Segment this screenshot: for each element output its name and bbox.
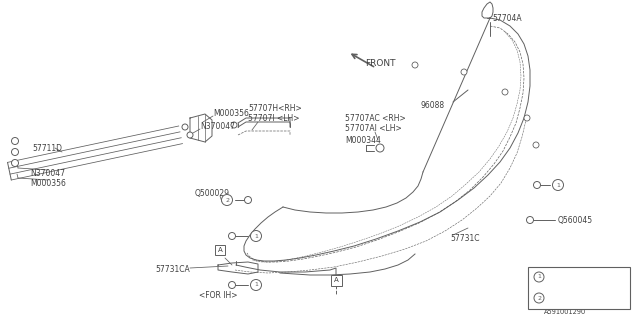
- Text: Q560045: Q560045: [558, 215, 593, 225]
- Text: Q500029: Q500029: [195, 188, 230, 197]
- Circle shape: [221, 195, 232, 205]
- Circle shape: [250, 279, 262, 291]
- Text: 1: 1: [537, 275, 541, 279]
- Circle shape: [244, 196, 252, 204]
- Circle shape: [527, 217, 534, 223]
- Text: 57731CA: 57731CA: [155, 266, 189, 275]
- Text: 1: 1: [254, 234, 258, 238]
- Text: 2: 2: [225, 197, 229, 203]
- Circle shape: [552, 180, 563, 190]
- Text: 57711D: 57711D: [32, 143, 62, 153]
- Circle shape: [412, 62, 418, 68]
- Text: 57707AC <RH>: 57707AC <RH>: [345, 114, 406, 123]
- Circle shape: [461, 69, 467, 75]
- Circle shape: [250, 230, 262, 242]
- Bar: [215, 245, 225, 255]
- Text: 1: 1: [254, 283, 258, 287]
- Circle shape: [534, 293, 544, 303]
- Text: 57707H<RH>: 57707H<RH>: [248, 103, 301, 113]
- Circle shape: [182, 124, 188, 130]
- Text: <FOR IH>: <FOR IH>: [199, 292, 237, 300]
- Text: FRONT: FRONT: [365, 59, 396, 68]
- Text: 1: 1: [556, 182, 560, 188]
- Circle shape: [12, 148, 19, 156]
- Circle shape: [231, 122, 237, 128]
- Circle shape: [12, 138, 19, 145]
- Text: A: A: [218, 247, 222, 253]
- Circle shape: [376, 144, 384, 152]
- Circle shape: [533, 142, 539, 148]
- Circle shape: [502, 89, 508, 95]
- Text: 57704A: 57704A: [492, 13, 522, 22]
- Text: W140007: W140007: [554, 273, 591, 282]
- Text: 2: 2: [537, 295, 541, 300]
- Text: M000356: M000356: [30, 179, 66, 188]
- Circle shape: [524, 115, 530, 121]
- Text: A: A: [333, 277, 339, 283]
- Circle shape: [187, 132, 193, 138]
- Text: M000356: M000356: [213, 108, 249, 117]
- Text: N370047: N370047: [200, 122, 235, 131]
- Bar: [528, 267, 630, 309]
- Circle shape: [534, 181, 541, 188]
- Circle shape: [228, 233, 236, 239]
- Circle shape: [534, 272, 544, 282]
- Circle shape: [228, 282, 236, 289]
- Bar: [330, 275, 342, 285]
- Text: 57707I <LH>: 57707I <LH>: [248, 114, 300, 123]
- Text: A591001290: A591001290: [544, 309, 586, 315]
- Text: 57731C: 57731C: [450, 234, 479, 243]
- Text: N370047: N370047: [30, 169, 65, 178]
- Text: 96088: 96088: [420, 100, 444, 109]
- Text: M000344: M000344: [345, 135, 381, 145]
- Text: 57707AI <LH>: 57707AI <LH>: [345, 124, 402, 132]
- Text: W140062: W140062: [554, 293, 591, 302]
- Circle shape: [12, 159, 19, 166]
